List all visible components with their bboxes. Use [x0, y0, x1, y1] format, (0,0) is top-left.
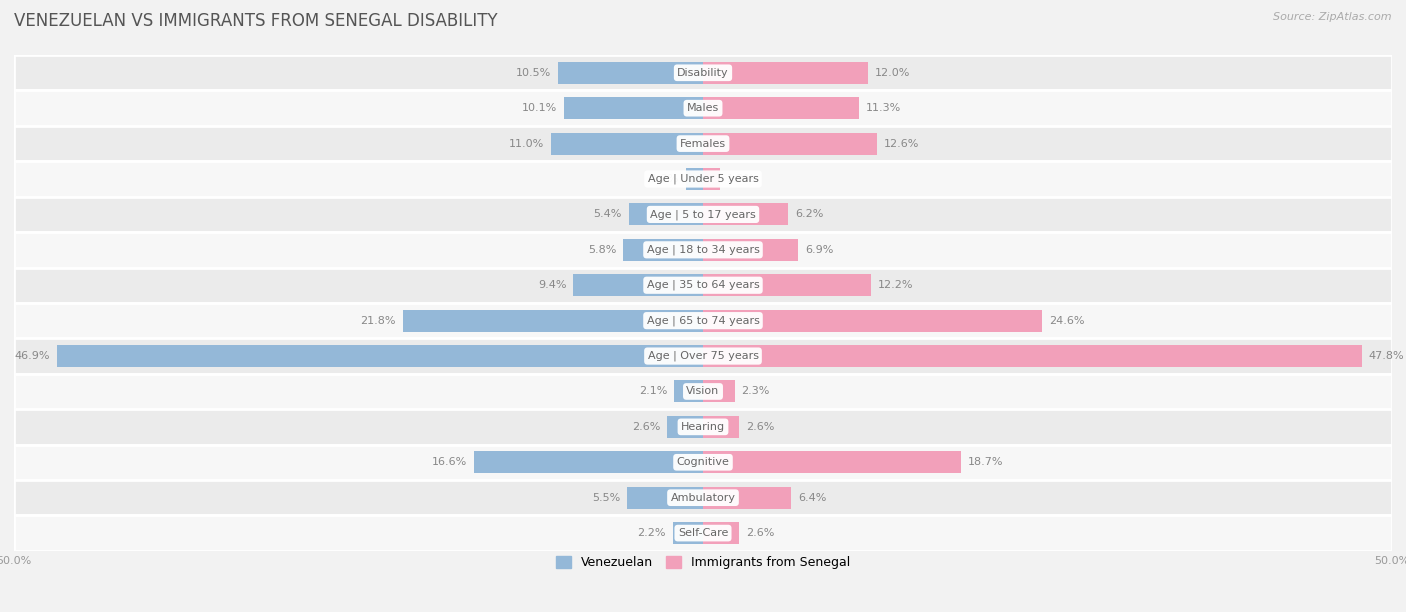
Text: Age | 18 to 34 years: Age | 18 to 34 years — [647, 245, 759, 255]
Bar — [14, 409, 1392, 444]
Text: 16.6%: 16.6% — [432, 457, 467, 468]
Bar — [14, 444, 1392, 480]
Text: 1.2%: 1.2% — [651, 174, 679, 184]
Text: VENEZUELAN VS IMMIGRANTS FROM SENEGAL DISABILITY: VENEZUELAN VS IMMIGRANTS FROM SENEGAL DI… — [14, 12, 498, 30]
Text: 2.6%: 2.6% — [745, 528, 775, 538]
Legend: Venezuelan, Immigrants from Senegal: Venezuelan, Immigrants from Senegal — [551, 551, 855, 574]
Bar — [14, 162, 1392, 196]
Bar — [703, 416, 738, 438]
Bar — [703, 203, 789, 225]
Text: Age | 35 to 64 years: Age | 35 to 64 years — [647, 280, 759, 291]
Text: Hearing: Hearing — [681, 422, 725, 432]
Text: 21.8%: 21.8% — [360, 316, 395, 326]
Bar — [14, 91, 1392, 126]
Bar — [402, 310, 703, 332]
Bar — [623, 239, 703, 261]
Text: Self-Care: Self-Care — [678, 528, 728, 538]
Bar — [703, 168, 720, 190]
Bar — [564, 97, 703, 119]
Text: 2.2%: 2.2% — [637, 528, 666, 538]
Text: 10.5%: 10.5% — [516, 68, 551, 78]
Text: Age | Over 75 years: Age | Over 75 years — [648, 351, 758, 361]
Bar — [14, 374, 1392, 409]
Text: Cognitive: Cognitive — [676, 457, 730, 468]
Text: 9.4%: 9.4% — [538, 280, 567, 290]
Bar — [56, 345, 703, 367]
Text: Age | 65 to 74 years: Age | 65 to 74 years — [647, 315, 759, 326]
Text: 5.8%: 5.8% — [588, 245, 616, 255]
Bar — [14, 338, 1392, 374]
Text: Age | 5 to 17 years: Age | 5 to 17 years — [650, 209, 756, 220]
Text: 18.7%: 18.7% — [967, 457, 1002, 468]
Text: 6.4%: 6.4% — [799, 493, 827, 502]
Text: 12.6%: 12.6% — [883, 138, 920, 149]
Bar — [703, 239, 799, 261]
Bar — [672, 522, 703, 544]
Bar — [703, 451, 960, 473]
Bar — [474, 451, 703, 473]
Bar — [627, 487, 703, 509]
Text: 2.1%: 2.1% — [638, 386, 668, 397]
Bar — [703, 62, 869, 84]
Bar — [703, 274, 872, 296]
Text: Vision: Vision — [686, 386, 720, 397]
Bar — [14, 126, 1392, 162]
Bar — [628, 203, 703, 225]
Bar — [703, 97, 859, 119]
Text: 46.9%: 46.9% — [14, 351, 49, 361]
Bar — [14, 55, 1392, 91]
Text: Disability: Disability — [678, 68, 728, 78]
Text: 6.9%: 6.9% — [806, 245, 834, 255]
Text: 12.2%: 12.2% — [877, 280, 914, 290]
Bar — [14, 303, 1392, 338]
Text: Males: Males — [688, 103, 718, 113]
Text: Females: Females — [681, 138, 725, 149]
Text: Ambulatory: Ambulatory — [671, 493, 735, 502]
Text: 2.3%: 2.3% — [741, 386, 770, 397]
Text: 11.0%: 11.0% — [509, 138, 544, 149]
Bar — [14, 267, 1392, 303]
Text: 5.4%: 5.4% — [593, 209, 621, 220]
Bar — [668, 416, 703, 438]
Text: 11.3%: 11.3% — [866, 103, 901, 113]
Bar — [558, 62, 703, 84]
Text: 10.1%: 10.1% — [522, 103, 557, 113]
Bar — [14, 515, 1392, 551]
Bar — [703, 345, 1361, 367]
Bar — [14, 232, 1392, 267]
Text: Age | Under 5 years: Age | Under 5 years — [648, 174, 758, 184]
Bar — [14, 196, 1392, 232]
Text: 2.6%: 2.6% — [631, 422, 661, 432]
Text: 12.0%: 12.0% — [875, 68, 911, 78]
Text: 2.6%: 2.6% — [745, 422, 775, 432]
Text: 5.5%: 5.5% — [592, 493, 620, 502]
Bar — [703, 487, 792, 509]
Bar — [574, 274, 703, 296]
Text: 1.2%: 1.2% — [727, 174, 755, 184]
Bar — [686, 168, 703, 190]
Bar — [14, 480, 1392, 515]
Bar — [673, 381, 703, 403]
Bar — [551, 133, 703, 155]
Text: 6.2%: 6.2% — [796, 209, 824, 220]
Text: 24.6%: 24.6% — [1049, 316, 1084, 326]
Bar — [703, 310, 1042, 332]
Text: Source: ZipAtlas.com: Source: ZipAtlas.com — [1274, 12, 1392, 22]
Bar — [703, 381, 735, 403]
Text: 47.8%: 47.8% — [1368, 351, 1405, 361]
Bar — [703, 522, 738, 544]
Bar — [703, 133, 876, 155]
